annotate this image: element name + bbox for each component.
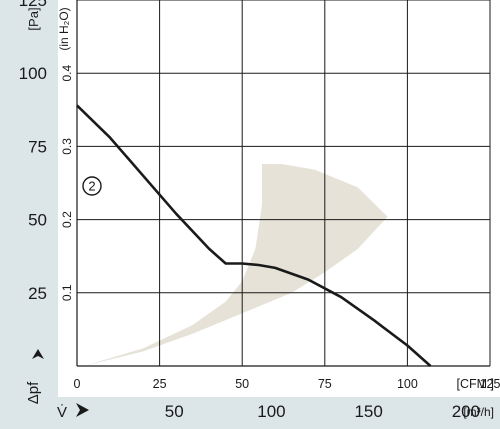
y-unit-label-h2o: (in H₂O) — [57, 7, 71, 50]
x-tick-label-cfm: 125 — [480, 377, 500, 391]
curve-label-2: 2 — [88, 179, 95, 194]
x-axis-symbol: V̇ — [57, 404, 67, 421]
y-axis-arrow-icon — [32, 349, 44, 359]
x-axis-arrow-icon — [76, 403, 89, 417]
x-tick-label-cfm: 100 — [397, 377, 418, 391]
x-tick-label-m3h: 200 — [452, 402, 480, 421]
x-tick-label-cfm: 50 — [235, 377, 249, 391]
x-unit-label-m3h: [m³/h] — [463, 405, 494, 419]
curve-label-circle — [82, 176, 102, 196]
bottom-band — [0, 397, 500, 429]
y-axis-symbol: Δpf — [25, 381, 42, 404]
x-unit-label-cfm: [CFM ] — [457, 377, 495, 391]
y-tick-label-h2o: 0.2 — [60, 211, 74, 228]
x-tick-label-cfm: 0 — [74, 377, 81, 391]
y-tick-label-pa: 75 — [28, 137, 47, 156]
y-tick-label-pa: 50 — [28, 211, 47, 230]
x-tick-label-m3h: 150 — [354, 402, 382, 421]
y-tick-label-pa: 100 — [19, 64, 47, 83]
y-tick-label-h2o: 0.1 — [60, 284, 74, 301]
x-tick-label-m3h: 50 — [165, 402, 184, 421]
y-tick-label-pa: 25 — [28, 284, 47, 303]
fan-curve — [76, 104, 432, 367]
y-tick-label-h2o: 0.3 — [60, 138, 74, 155]
operating-area — [83, 164, 388, 366]
x-tick-label-cfm: 75 — [318, 377, 332, 391]
y-tick-label-h2o: 0.4 — [60, 65, 74, 82]
left-band — [0, 0, 58, 429]
x-tick-label-cfm: 25 — [153, 377, 167, 391]
y-unit-label-pa: [Pa] — [26, 7, 41, 30]
x-tick-label-m3h: 100 — [257, 402, 285, 421]
y-tick-label-pa: 125 — [19, 0, 47, 10]
